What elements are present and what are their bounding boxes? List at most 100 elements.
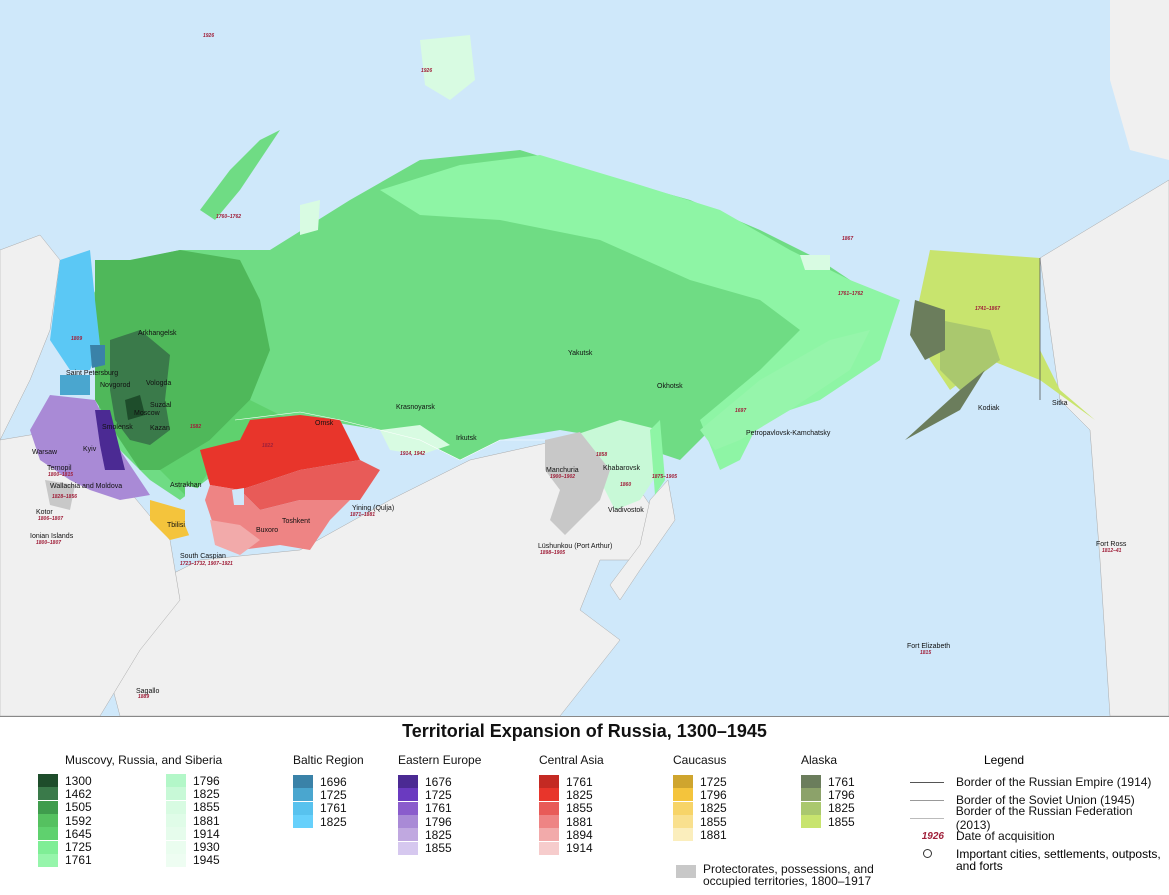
legend-entry: 1945: [166, 853, 220, 867]
legend-group-caucasus: Caucasus 1725 1796 1825 1855 1881: [673, 753, 727, 842]
city-label: Kazan: [150, 425, 170, 432]
group-heading: Caucasus: [673, 753, 727, 767]
legend-year: 1645: [65, 826, 92, 841]
color-swatch: [38, 774, 58, 788]
legend-year: 1855: [566, 801, 593, 816]
legend-entry: 1855: [166, 800, 220, 814]
acquisition-date-label: 1926: [421, 68, 433, 74]
color-swatch: [398, 815, 418, 829]
city-label: Warsaw: [32, 449, 58, 456]
caspian-sea: [185, 485, 205, 550]
color-swatch: [539, 801, 559, 815]
color-swatch: [166, 827, 186, 841]
legend-year: 1676: [425, 774, 452, 789]
legend-entry: 1855: [539, 801, 604, 816]
legend-entry: 1645: [38, 826, 92, 841]
legend-year: 1825: [320, 814, 347, 829]
city-label: Okhotsk: [657, 383, 683, 390]
city-label: Petropavlovsk-Kamchatsky: [746, 430, 831, 437]
legend-year: 1725: [65, 840, 92, 855]
legend-group-muscovy: Muscovy, Russia, and Siberia: [65, 753, 222, 775]
protectorates-label: Protectorates, possessions, and occupied…: [703, 862, 874, 888]
legend-year: 1300: [65, 773, 92, 788]
legend-entry: 1676: [398, 774, 481, 789]
region-muscovy-1462: [110, 330, 170, 445]
city-label: Kyiv: [83, 446, 97, 453]
region-baltic-1725: [60, 375, 90, 395]
region-kazakh-1825: [200, 415, 360, 490]
city-label: Buxoro: [256, 527, 279, 534]
group-heading: Muscovy, Russia, and Siberia: [65, 753, 223, 767]
city-label: Sitka: [1052, 400, 1068, 407]
acquisition-date-label: 1898–1905: [540, 550, 566, 556]
color-swatch: [801, 788, 821, 802]
map: Arkhangelsk Saint Petersburg Novgorod Volog…: [0, 0, 1169, 717]
color-swatch: [398, 788, 418, 802]
legend-entry: 1761: [539, 775, 604, 789]
federation-border-label: Border of the Russian Federation (2013): [955, 804, 1133, 832]
legend-entry: 1825: [539, 788, 604, 802]
legend-year: 1761: [65, 853, 92, 868]
legend-entry: 1881: [166, 814, 220, 828]
legend-year: 1696: [320, 774, 347, 789]
color-swatch: [801, 801, 821, 815]
land-north-america: [1039, 179, 1169, 716]
region-kamchatka: [700, 330, 870, 450]
legend-year: 1825: [828, 801, 855, 816]
region-turkmen-1881: [210, 520, 260, 555]
color-swatch: [673, 815, 693, 829]
empire-border: [234, 411, 545, 461]
group-heading: Central Asia: [539, 753, 604, 767]
legend-entry: 1761: [801, 775, 855, 789]
muscovy-col-1: 1300 1462 1505 1592 1645 1725 1761: [38, 774, 92, 867]
city-label: Toshkent: [282, 518, 311, 525]
region-muscovy-1300: [125, 395, 145, 420]
color-swatch: [673, 828, 693, 842]
legend-entry: 1825: [673, 801, 727, 815]
legend-year: 1825: [193, 786, 220, 801]
legend-key: Legend Border of the Russian Empire (191…: [910, 753, 1169, 872]
city-label: Irkutsk: [456, 435, 477, 442]
color-swatch: [293, 775, 313, 789]
legend-year: 1505: [65, 800, 92, 815]
legend-year: 1855: [828, 814, 855, 829]
color-swatch: [166, 774, 186, 788]
legend-year: 1881: [566, 814, 593, 829]
legend-entry: 1796: [398, 815, 481, 829]
soviet-border-sample: [910, 799, 944, 801]
city-label: Lüshunkou (Port Arthur): [538, 543, 613, 550]
cities-label: Important cities, settlements, outposts,…: [956, 847, 1161, 873]
color-swatch: [398, 801, 418, 815]
city-label: Wallachia and Moldova: [50, 483, 123, 490]
legend-year: 1761: [320, 801, 347, 816]
legend-entry: 1761: [38, 853, 92, 868]
region-novaya-zemlya: [200, 130, 280, 220]
city-label: Kotor: [36, 509, 53, 516]
region-alaska-1825: [940, 320, 1000, 390]
legend-year: 1930: [193, 840, 220, 855]
acquisition-date-label: 1800–1815: [48, 472, 74, 478]
city-label: Novgorod: [100, 382, 131, 389]
legend-entry: 1881: [539, 814, 604, 829]
city-label: Vladivostok: [608, 507, 644, 514]
region-moldova: [45, 480, 75, 510]
acquisition-date-label: 1828–1856: [52, 494, 78, 500]
acquisition-date-label: 1914, 1942: [400, 451, 426, 457]
legend-entry: 1825: [293, 814, 364, 829]
legend-year: 1855: [425, 841, 452, 856]
legend-entry: 1696: [293, 774, 364, 789]
legend-year: 1761: [425, 801, 452, 816]
acquisition-date-label: 1582: [190, 424, 202, 430]
legend-year: 1592: [65, 813, 92, 828]
legend-year: 1725: [700, 774, 727, 789]
city-label: Fort Elizabeth: [907, 643, 951, 650]
color-swatch: [539, 815, 559, 829]
acquisition-date-label: 1809: [71, 336, 83, 342]
group-heading: Eastern Europe: [398, 753, 482, 767]
legend-entry: 1855: [398, 841, 481, 856]
city-label: Yakutsk: [568, 350, 593, 357]
legend-entry: 1894: [539, 828, 604, 842]
city-label: Arkhangelsk: [138, 330, 177, 337]
acquisition-date-label: 1889: [138, 694, 150, 700]
color-swatch: [673, 788, 693, 802]
